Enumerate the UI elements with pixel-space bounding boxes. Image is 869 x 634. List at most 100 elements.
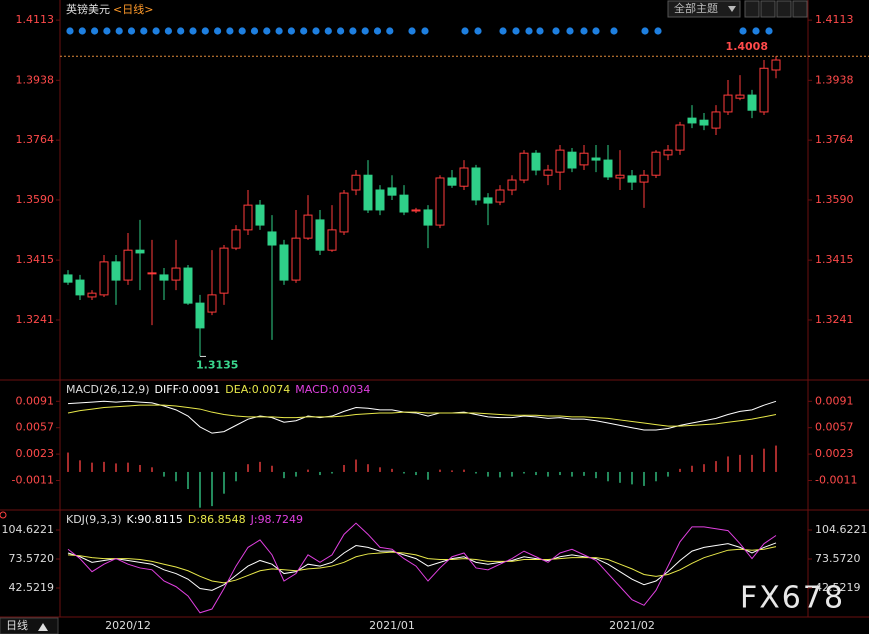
candle-body: [159, 274, 169, 281]
event-dot: [536, 27, 544, 35]
candle-body: [291, 237, 301, 281]
y-tick-label-right: 0.0091: [815, 394, 854, 407]
x-tick-label: 2020/12: [105, 619, 151, 632]
indicator-title: MACD(26,12,9): [66, 383, 150, 396]
nav-button[interactable]: [776, 0, 792, 18]
event-dot: [140, 27, 148, 35]
candle-body: [303, 214, 313, 239]
candle-body: [627, 175, 637, 183]
event-dot: [164, 27, 172, 35]
candle-body: [495, 189, 505, 203]
event-dot: [610, 27, 618, 35]
nav-button[interactable]: [760, 0, 776, 18]
y-tick-label-right: 0.0023: [815, 447, 854, 460]
y-tick-label: 1.3415: [16, 253, 55, 266]
candle-body: [615, 174, 625, 179]
candle-body: [171, 267, 181, 281]
event-dot: [592, 27, 600, 35]
candle-body: [267, 231, 277, 246]
event-dot: [499, 27, 507, 35]
y-tick-label: 104.6221: [2, 523, 55, 536]
nav-button[interactable]: [744, 0, 760, 18]
legend-value: 0.0074: [252, 383, 291, 396]
event-dot: [512, 27, 520, 35]
series-line: [67, 404, 777, 427]
indicator-legend: MACD(26,12,9) DIFF:0.0091 DEA:0.0074 MACD:0…: [66, 383, 370, 396]
event-dot: [461, 27, 469, 35]
candle-body: [315, 219, 325, 251]
y-tick-label: 0.0057: [16, 421, 55, 434]
event-dot: [66, 27, 74, 35]
candle-body: [519, 152, 529, 181]
y-tick-label: 42.5219: [9, 581, 55, 594]
y-tick-label: 73.5720: [9, 552, 55, 565]
candle-body: [351, 174, 361, 191]
min-price-label: 1.3135: [196, 358, 238, 371]
candle-body: [195, 302, 205, 329]
event-dot: [250, 27, 259, 35]
candle-body: [327, 229, 337, 251]
y-tick-label-right: 1.3764: [815, 133, 854, 146]
candle-body: [507, 179, 517, 191]
period-tab-label[interactable]: 日线: [6, 618, 28, 632]
candle-body: [687, 117, 697, 124]
nav-button[interactable]: [792, 0, 808, 18]
legend-name: J:: [250, 513, 258, 526]
candle-body: [759, 67, 769, 113]
candle-body: [771, 59, 781, 71]
candle-body: [279, 244, 289, 281]
event-dot: [474, 27, 482, 35]
indicator-title: KDJ(9,3,3): [66, 513, 122, 526]
x-tick-label: 2021/02: [609, 619, 655, 632]
dropdown-icon[interactable]: [728, 6, 736, 12]
candle-body: [591, 157, 601, 161]
legend-name: DIFF:: [155, 383, 182, 396]
candle-body: [423, 209, 433, 226]
candle-body: [339, 192, 349, 233]
candle-body: [375, 189, 385, 211]
panel-marker: [0, 511, 7, 519]
candle-body: [399, 194, 409, 213]
tab-arrow[interactable]: [38, 623, 48, 631]
event-dot: [127, 27, 136, 35]
candle-body: [435, 177, 445, 226]
series-line: [67, 546, 777, 584]
event-dot: [421, 27, 429, 35]
candle-body: [531, 152, 541, 171]
event-dot: [552, 27, 560, 35]
event-dot: [739, 27, 747, 35]
period-title: <日线>: [113, 2, 153, 16]
series-line: [67, 542, 777, 591]
event-dot: [201, 27, 209, 35]
series-line: [67, 400, 777, 434]
candle-body: [207, 294, 217, 313]
event-dot: [226, 27, 234, 35]
candle-body: [735, 94, 745, 99]
theme-button[interactable]: [667, 0, 741, 18]
candle-body: [543, 169, 553, 176]
y-tick-label: 1.4113: [16, 13, 55, 26]
max-price-label: 1.4008: [726, 40, 768, 53]
legend-name: D:: [188, 513, 200, 526]
event-dot: [152, 27, 160, 35]
y-tick-label-right: 1.4113: [815, 13, 854, 26]
candle-body: [459, 167, 469, 187]
candle-body: [231, 229, 241, 249]
event-dot: [312, 27, 320, 35]
y-tick-label: 0.0091: [16, 394, 55, 407]
candle-body: [147, 272, 157, 275]
candle-body: [723, 94, 733, 113]
indicator-legend: KDJ(9,3,3) K:90.8115 D:86.8548 J:98.7249: [66, 513, 303, 526]
event-dot: [654, 27, 662, 35]
y-tick-label-right: 1.3590: [815, 193, 854, 206]
candle-body: [111, 261, 121, 281]
event-dot: [275, 27, 283, 35]
event-dot: [103, 27, 111, 35]
candle-body: [387, 187, 397, 196]
event-dot: [641, 27, 649, 35]
watermark: FX678: [740, 581, 845, 616]
candle-body: [699, 119, 709, 126]
candle-body: [603, 159, 613, 178]
theme-button-label[interactable]: 全部主题: [674, 1, 718, 15]
